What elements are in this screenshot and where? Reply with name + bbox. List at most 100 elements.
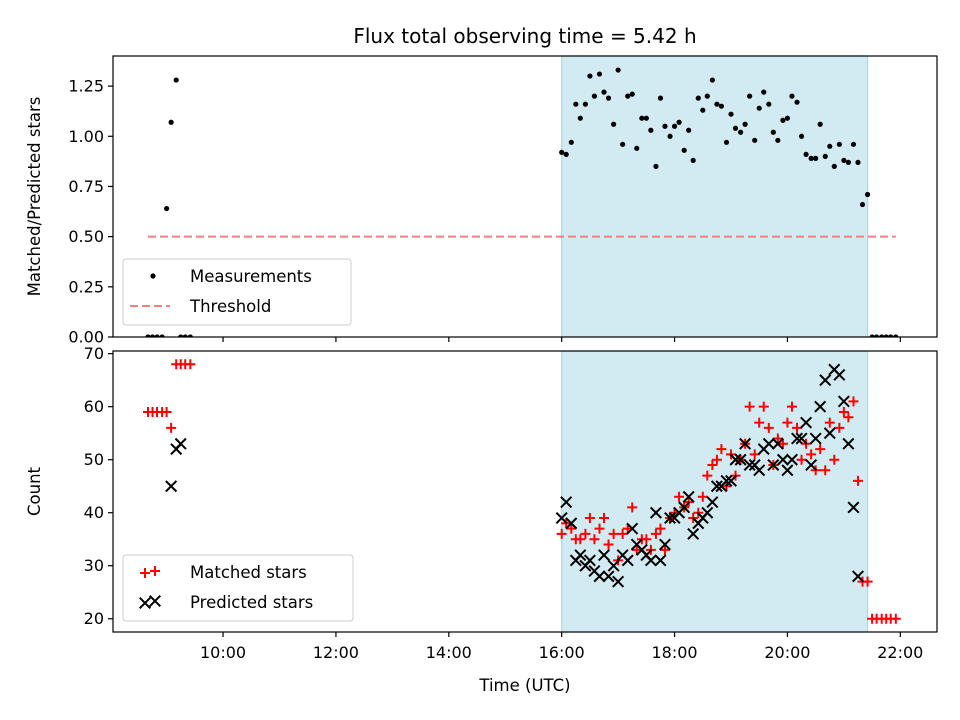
matched-stars-point — [617, 528, 628, 539]
predicted-stars-point — [664, 512, 677, 525]
measurements-point — [657, 95, 664, 101]
x-tick-label: 14:00 — [426, 643, 472, 662]
measurements-point — [718, 103, 725, 109]
top-panel: 0.00 0.25 0.50 0.75 1.00 1.25 Matched/Predicte… — [25, 55, 938, 347]
measurements-point — [817, 121, 823, 127]
measurements-point — [780, 117, 786, 123]
measurements-point — [178, 334, 184, 337]
measurements-point — [671, 123, 678, 129]
legend-box — [122, 258, 352, 326]
measurements-point — [756, 105, 762, 111]
y-tick-label: 60 — [84, 397, 104, 416]
y-tick-label: 30 — [84, 556, 104, 575]
predicted-stars-point — [734, 453, 747, 466]
matched-stars-point — [659, 544, 670, 555]
measurements-point — [634, 145, 640, 151]
predicted-stars-point — [174, 437, 187, 450]
measurements-point — [859, 201, 866, 208]
measurements-point — [874, 334, 880, 337]
y-axis-label: Count — [25, 466, 44, 516]
measurements-point — [591, 93, 598, 99]
measurements-point — [850, 141, 857, 147]
matched-stars-point — [599, 513, 610, 524]
measurements-point — [690, 157, 696, 163]
measurements-point — [695, 95, 701, 101]
measurements-point — [625, 93, 631, 99]
measurements-point — [728, 111, 734, 117]
y-tick-label: 0.50 — [68, 227, 104, 246]
matched-stars-point — [580, 528, 591, 539]
predicted-stars-point — [781, 464, 794, 477]
predicted-stars-point — [823, 427, 836, 440]
measurements-point — [587, 73, 593, 79]
measurements-point — [775, 137, 781, 143]
measurements-point — [732, 125, 739, 131]
x-tick-label: 10:00 — [200, 643, 246, 662]
measurements-point — [629, 91, 635, 97]
matched-stars-point — [862, 576, 873, 587]
measurements-point — [643, 115, 649, 121]
measurements-point — [615, 67, 621, 73]
matched-stars-point — [655, 523, 666, 534]
matched-stars-point — [852, 475, 863, 486]
matched-stars-point — [161, 406, 172, 417]
measurements-point — [845, 159, 851, 165]
bottom-panel: 20 30 40 50 60 70 10:00 12:00 14:00 16:00 18:00 20:… — [25, 344, 938, 662]
matched-stars-point — [806, 449, 817, 460]
predicted-stars-point — [565, 517, 578, 530]
observing-window-shade — [561, 55, 869, 338]
predicted-stars-point — [847, 501, 860, 514]
measurements-point — [883, 334, 889, 337]
legend-box — [122, 554, 354, 622]
matched-stars-point — [556, 528, 567, 539]
x-tick-label: 16:00 — [539, 643, 585, 662]
predicted-stars-point — [583, 554, 596, 567]
predicted-stars-point — [654, 554, 667, 567]
measurements-point — [770, 129, 776, 135]
measurements-point — [563, 151, 569, 157]
matched-stars-point — [754, 417, 765, 428]
predicted-stars-point — [560, 496, 573, 509]
predicted-stars-point — [165, 480, 178, 493]
measurements-point — [149, 334, 156, 337]
y-tick-label: 0.25 — [68, 277, 104, 296]
measurements-point — [879, 334, 885, 337]
measurements-point — [182, 334, 188, 337]
matched-stars-point — [711, 454, 722, 465]
predicted-stars-point — [658, 538, 671, 551]
measurements-point — [667, 133, 673, 139]
y-tick-label: 1.00 — [68, 127, 104, 146]
measurements-point — [855, 159, 861, 165]
measurements-point — [803, 151, 809, 157]
predicted-stars-point — [574, 549, 587, 562]
matched-stars-point — [641, 534, 652, 545]
matched-stars-point — [697, 491, 708, 502]
matched-stars-point — [166, 422, 177, 433]
measurements-point — [676, 119, 682, 125]
measurements-point — [145, 334, 151, 337]
measurements-point — [605, 95, 612, 101]
matched-stars-point — [185, 359, 196, 370]
legend-matched-stars-swatch — [150, 566, 160, 576]
predicted-stars-point — [555, 512, 568, 525]
axes-frame — [112, 55, 938, 338]
measurements-point — [164, 205, 170, 212]
predicted-stars-point — [833, 368, 846, 381]
matched-stars-point — [834, 422, 845, 433]
matched-stars-point — [792, 422, 803, 433]
matched-stars-point — [594, 523, 605, 534]
x-axis-label: Time (UTC) — [478, 676, 570, 695]
measurements-point — [686, 127, 692, 133]
x-tick-label: 12:00 — [313, 643, 359, 662]
measurements-point — [700, 107, 706, 113]
predicted-stars-point — [795, 432, 808, 445]
predicted-stars-point — [814, 400, 827, 413]
measurements-point — [864, 191, 871, 198]
matched-stars-point — [777, 438, 788, 449]
predicted-stars-point — [710, 480, 723, 493]
measurements-point — [761, 89, 767, 95]
predicted-stars-point — [682, 490, 695, 503]
legend: Matched stars Predicted stars — [122, 554, 354, 622]
matched-stars-point — [627, 502, 638, 513]
